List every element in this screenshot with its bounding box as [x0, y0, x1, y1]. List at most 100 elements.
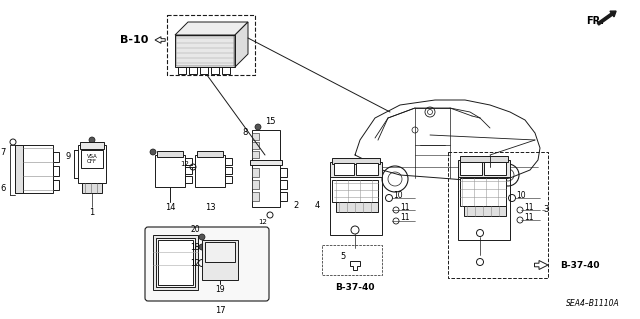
Text: 10: 10 — [393, 190, 403, 199]
Bar — [330, 175, 382, 235]
Bar — [458, 175, 510, 240]
Bar — [458, 160, 510, 177]
Bar — [252, 165, 280, 207]
Bar — [225, 158, 232, 165]
Text: 2: 2 — [293, 201, 298, 210]
Bar — [332, 158, 380, 164]
Bar — [336, 202, 378, 212]
Bar — [157, 151, 183, 157]
Text: 15: 15 — [265, 117, 275, 127]
Bar — [225, 176, 232, 183]
Bar — [252, 168, 259, 177]
Bar — [153, 235, 198, 290]
Bar — [356, 163, 378, 175]
Polygon shape — [235, 22, 248, 67]
Bar — [185, 158, 192, 165]
Text: 11: 11 — [400, 213, 410, 222]
Text: 3: 3 — [543, 205, 548, 214]
Bar — [225, 167, 232, 174]
Bar — [280, 168, 287, 177]
Bar — [252, 192, 259, 201]
Bar — [197, 151, 223, 157]
Text: FR.: FR. — [586, 16, 604, 26]
Circle shape — [199, 234, 205, 240]
Text: 12: 12 — [191, 258, 200, 268]
Bar — [189, 67, 197, 74]
Circle shape — [89, 137, 95, 143]
Circle shape — [255, 124, 261, 130]
Bar — [53, 180, 59, 190]
Bar — [155, 155, 185, 187]
Text: VSA
OFF: VSA OFF — [86, 154, 97, 164]
Bar — [460, 156, 508, 162]
FancyArrow shape — [597, 11, 616, 25]
Bar — [205, 242, 235, 262]
Bar — [484, 162, 506, 175]
Bar — [332, 180, 378, 202]
Bar — [252, 151, 259, 158]
Text: 13: 13 — [205, 203, 215, 212]
Text: 19: 19 — [215, 285, 225, 294]
Bar — [460, 162, 482, 175]
Bar — [81, 150, 103, 168]
Text: 11: 11 — [400, 203, 410, 211]
Bar — [185, 176, 192, 183]
Text: SEA4–B1110A: SEA4–B1110A — [566, 299, 620, 308]
Text: 18: 18 — [191, 242, 200, 251]
Bar — [211, 67, 219, 74]
Bar — [15, 145, 23, 193]
Text: 7: 7 — [1, 148, 6, 157]
Text: 14: 14 — [164, 203, 175, 212]
Circle shape — [199, 244, 205, 250]
Bar — [330, 162, 382, 177]
Bar — [460, 178, 506, 206]
Text: 4: 4 — [315, 201, 320, 210]
Bar — [280, 180, 287, 189]
Circle shape — [150, 149, 156, 155]
Bar — [202, 240, 238, 280]
Bar — [250, 160, 282, 165]
Text: 20: 20 — [190, 225, 200, 234]
Text: 12: 12 — [180, 161, 189, 167]
Bar — [158, 240, 193, 285]
Bar — [252, 142, 259, 149]
Bar — [15, 145, 53, 193]
Polygon shape — [175, 22, 248, 35]
Text: 8: 8 — [243, 128, 248, 137]
Bar — [195, 155, 225, 187]
Bar — [200, 67, 208, 74]
Text: 5: 5 — [340, 252, 346, 261]
Text: 12: 12 — [258, 219, 267, 225]
Bar — [80, 142, 104, 149]
Text: 1: 1 — [90, 208, 95, 217]
Bar — [280, 192, 287, 201]
Bar — [334, 163, 354, 175]
Text: 11: 11 — [524, 203, 534, 211]
Polygon shape — [349, 261, 360, 270]
Polygon shape — [534, 261, 548, 270]
Bar — [78, 145, 106, 183]
Bar — [175, 35, 235, 67]
Bar — [464, 206, 506, 216]
Text: 6: 6 — [1, 184, 6, 193]
Bar — [185, 167, 192, 174]
Bar — [322, 245, 382, 275]
Bar — [178, 67, 186, 74]
Bar — [82, 183, 102, 193]
Bar — [222, 67, 230, 74]
Text: B-37-40: B-37-40 — [335, 283, 375, 292]
FancyBboxPatch shape — [145, 227, 269, 301]
Bar — [252, 130, 280, 162]
Bar — [156, 238, 195, 287]
Polygon shape — [155, 37, 165, 43]
Bar — [53, 152, 59, 162]
Polygon shape — [213, 255, 227, 262]
Text: 17: 17 — [214, 306, 225, 315]
Text: 9: 9 — [66, 152, 71, 161]
Bar — [53, 166, 59, 176]
Bar — [252, 133, 259, 140]
Text: 10: 10 — [516, 190, 525, 199]
Text: B-10: B-10 — [120, 35, 148, 45]
Bar — [252, 180, 259, 189]
Bar — [176, 36, 234, 66]
